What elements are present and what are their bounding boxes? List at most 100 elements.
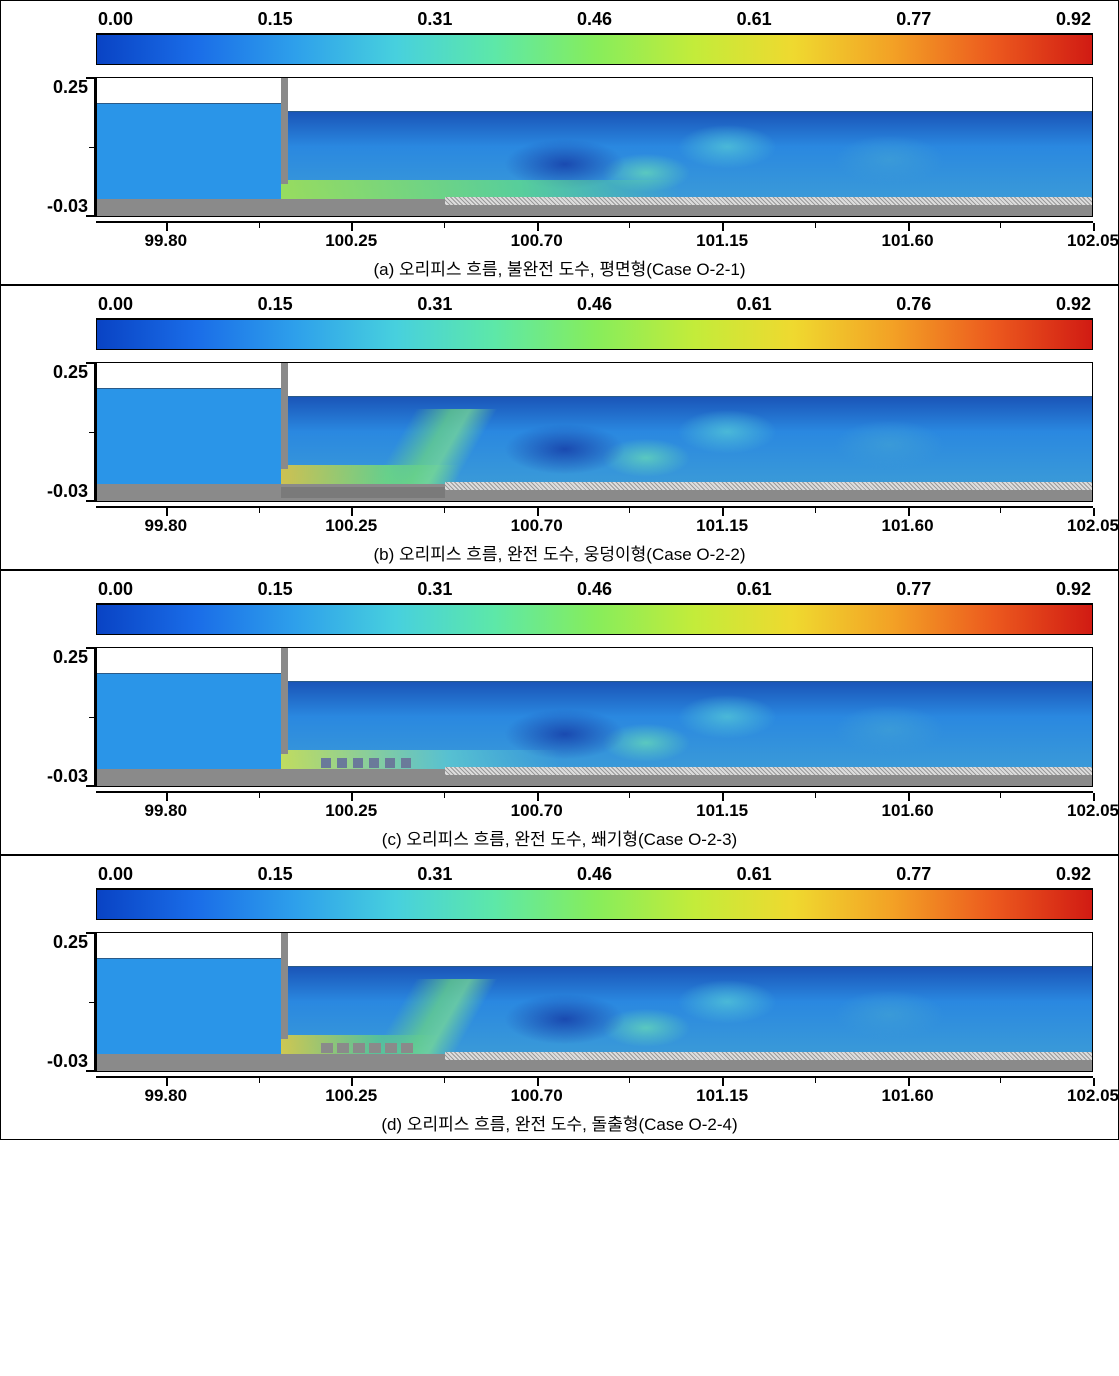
sluice-gate [281,363,288,469]
colorbar-tick-label: 0.61 [737,864,772,885]
x-tick-label: 100.25 [325,231,377,251]
colorbar-tick-label: 0.61 [737,579,772,600]
colorbar-tick-label: 0.77 [896,864,931,885]
plot-row: 0.25-0.03 [11,362,1108,502]
x-tick-label: 100.70 [511,1086,563,1106]
plot-area [96,77,1093,217]
x-tick-label: 100.25 [325,1086,377,1106]
panel-b: 0.00 0.15 0.31 0.46 0.61 0.76 0.92 0.25-0.03 99.… [0,285,1119,570]
y-axis: 0.25 -0.03 [11,647,96,787]
colorbar-tick-label: 0.15 [258,579,293,600]
panel-caption: (c) 오리피스 흐름, 완전 도수, 쐐기형(Case O-2-3) [11,825,1108,850]
panel-caption: (a) 오리피스 흐름, 불완전 도수, 평면형(Case O-2-1) [11,255,1108,280]
y-tick-label: 0.25 [53,362,88,383]
x-tick-label: 99.80 [145,231,188,251]
y-axis: 0.25 -0.03 [11,932,96,1072]
x-tick-label: 99.80 [145,516,188,536]
y-tick-label: 0.25 [53,932,88,953]
sluice-gate [281,78,288,184]
colorbar-tick-label: 0.92 [1056,579,1091,600]
x-tick-label: 100.70 [511,231,563,251]
x-axis: 99.80100.25100.70101.15101.60102.05 [96,1076,1093,1108]
colorbar-tick-label: 0.61 [737,9,772,30]
panel-caption: (b) 오리피스 흐름, 완전 도수, 웅덩이형(Case O-2-2) [11,540,1108,565]
colorbar-labels: 0.00 0.15 0.31 0.46 0.61 0.77 0.92 [96,579,1093,600]
colorbar-labels: 0.00 0.15 0.31 0.46 0.61 0.77 0.92 [96,9,1093,30]
x-tick-label: 102.05 [1067,516,1119,536]
colorbar-labels: 0.00 0.15 0.31 0.46 0.61 0.76 0.92 [96,294,1093,315]
x-tick-label: 101.60 [882,801,934,821]
hatched-bed [445,482,1092,490]
colorbar-tick-label: 0.31 [417,294,452,315]
colorbar-tick-label: 0.15 [258,294,293,315]
colorbar-row: 0.00 0.15 0.31 0.46 0.61 0.77 0.92 [96,9,1093,65]
panel-caption: (d) 오리피스 흐름, 완전 도수, 돌출형(Case O-2-4) [11,1110,1108,1135]
panel-a: 0.00 0.15 0.31 0.46 0.61 0.77 0.92 0.25-0.03 99.… [0,0,1119,285]
upstream-water [97,958,281,1055]
baffle-bumps [321,1043,413,1053]
colorbar-row: 0.00 0.15 0.31 0.46 0.61 0.76 0.92 [96,294,1093,350]
colorbar-tick-label: 0.00 [98,294,133,315]
colorbar-tick-label: 0.31 [417,9,452,30]
x-tick-label: 101.15 [696,801,748,821]
colorbar-tick-label: 0.00 [98,9,133,30]
colorbar-tick-label: 0.92 [1056,864,1091,885]
colorbar [96,33,1093,65]
colorbar-tick-label: 0.46 [577,294,612,315]
x-tick-label: 100.25 [325,516,377,536]
x-tick-label: 100.70 [511,801,563,821]
colorbar-tick-label: 0.31 [417,864,452,885]
x-tick-label: 102.05 [1067,231,1119,251]
colorbar-tick-label: 0.77 [896,579,931,600]
colorbar-tick-label: 0.15 [258,864,293,885]
colorbar-tick-label: 0.00 [98,864,133,885]
colorbar-tick-label: 0.15 [258,9,293,30]
x-axis: 99.80100.25100.70101.15101.60102.05 [96,221,1093,253]
hatched-bed [445,1052,1092,1060]
baffle-blocks [321,758,411,768]
x-tick-label: 101.60 [882,231,934,251]
colorbar-tick-label: 0.46 [577,9,612,30]
x-tick-label: 99.80 [145,801,188,821]
colorbar [96,318,1093,350]
hatched-bed [445,197,1092,205]
colorbar [96,888,1093,920]
colorbar-tick-label: 0.46 [577,579,612,600]
y-tick-label: 0.25 [53,647,88,668]
plot-row: 0.25 -0.03 [11,647,1108,787]
colorbar-tick-label: 0.00 [98,579,133,600]
x-tick-label: 101.60 [882,1086,934,1106]
x-tick-label: 101.15 [696,231,748,251]
y-axis: 0.25-0.03 [11,362,96,502]
y-tick-label: -0.03 [47,766,88,787]
colorbar-tick-label: 0.61 [737,294,772,315]
colorbar-tick-label: 0.76 [896,294,931,315]
colorbar-row: 0.00 0.15 0.31 0.46 0.61 0.77 0.92 [96,864,1093,920]
plot-area [96,932,1093,1072]
colorbar-tick-label: 0.31 [417,579,452,600]
upstream-water [97,103,281,200]
y-tick-label: -0.03 [47,1051,88,1072]
plot-area [96,362,1093,502]
colorbar-tick-label: 0.92 [1056,294,1091,315]
x-tick-label: 102.05 [1067,801,1119,821]
x-tick-label: 99.80 [145,1086,188,1106]
x-tick-label: 102.05 [1067,1086,1119,1106]
plot-area [96,647,1093,787]
hatched-bed [445,767,1092,775]
plot-row: 0.25 -0.03 [11,932,1108,1072]
colorbar [96,603,1093,635]
upstream-water [97,388,281,485]
upstream-water [97,673,281,770]
colorbar-tick-label: 0.92 [1056,9,1091,30]
x-tick-label: 101.15 [696,1086,748,1106]
colorbar-row: 0.00 0.15 0.31 0.46 0.61 0.77 0.92 [96,579,1093,635]
colorbar-tick-label: 0.77 [896,9,931,30]
x-tick-label: 100.25 [325,801,377,821]
x-axis: 99.80100.25100.70101.15101.60102.05 [96,791,1093,823]
pool-step [281,487,445,498]
x-axis: 99.80100.25100.70101.15101.60102.05 [96,506,1093,538]
plot-row: 0.25-0.03 [11,77,1108,217]
y-tick-label: -0.03 [47,196,88,217]
colorbar-tick-label: 0.46 [577,864,612,885]
